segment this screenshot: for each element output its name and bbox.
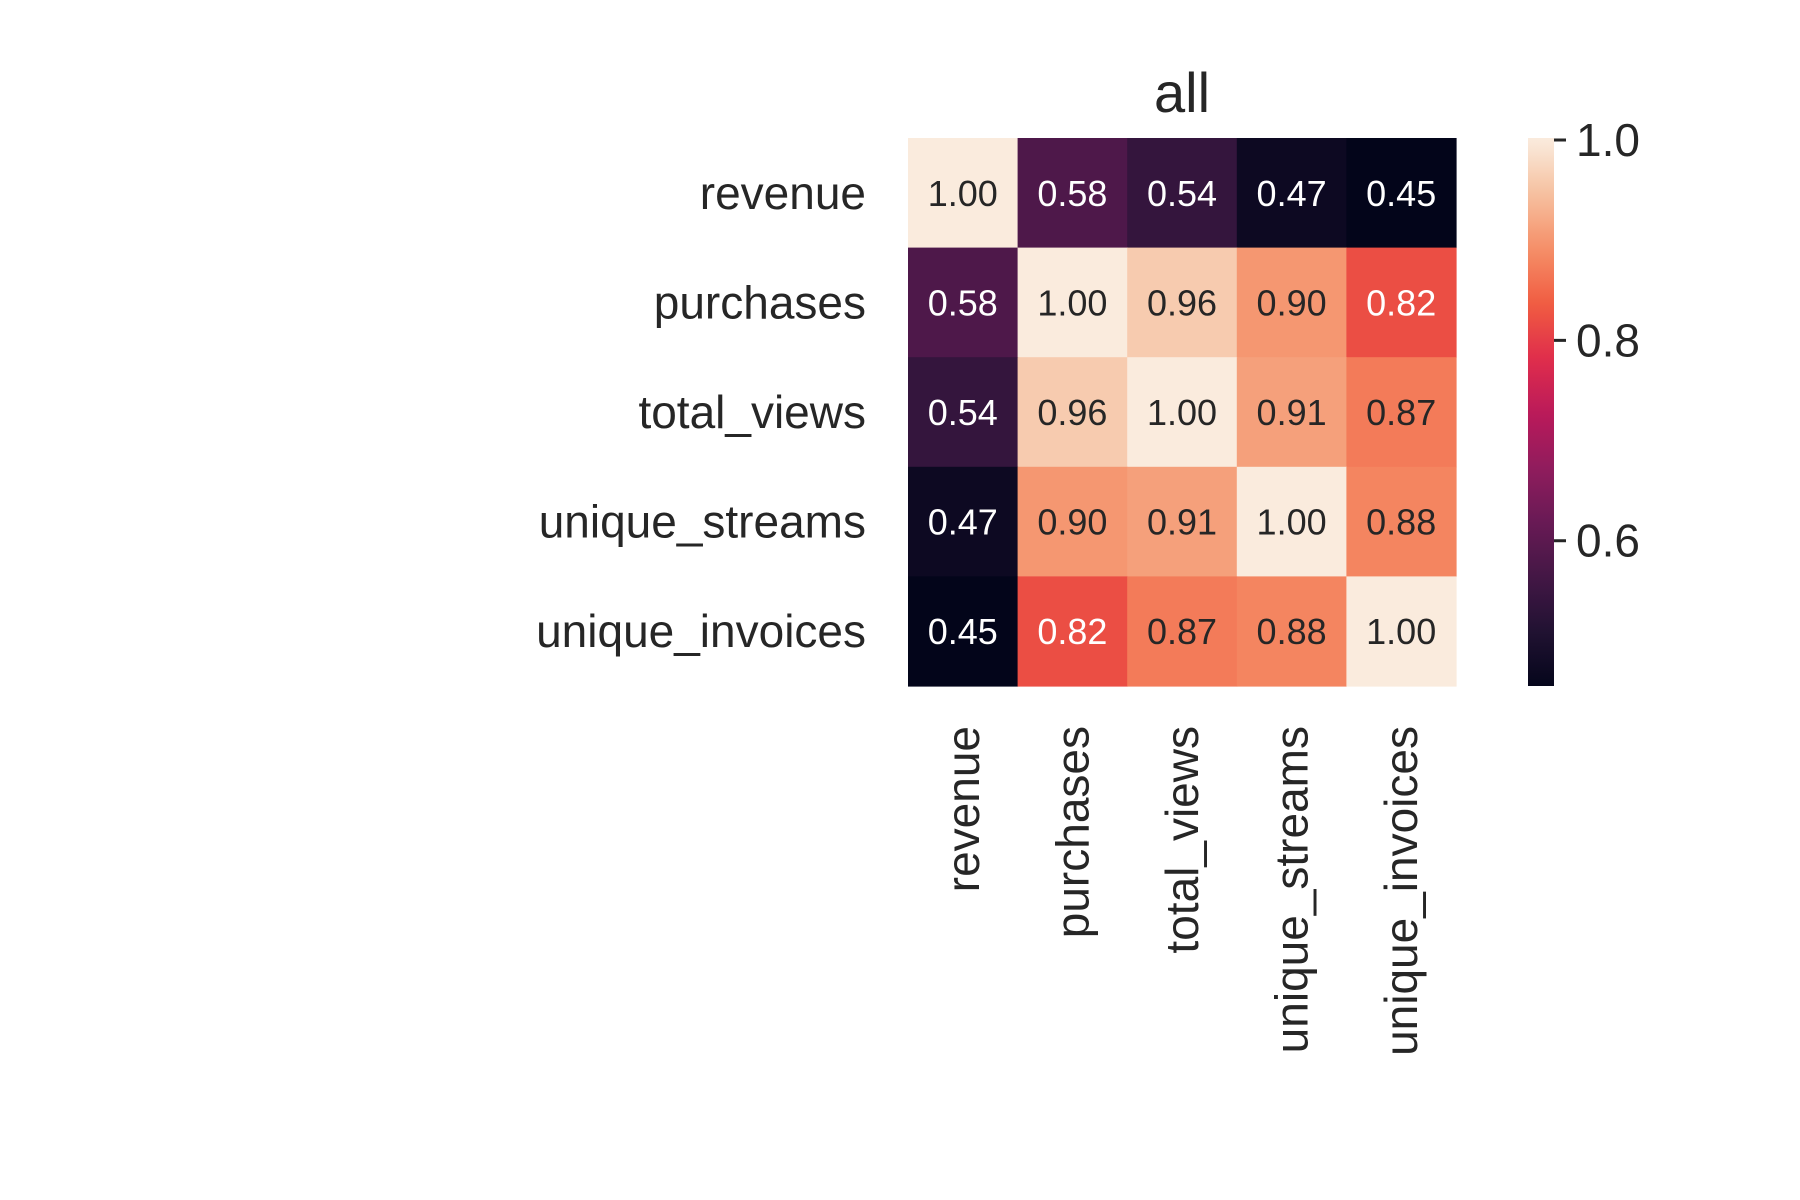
cell-value-label: 0.87 <box>1366 392 1436 433</box>
cell-value-label: 1.00 <box>1366 611 1436 652</box>
heatmap-cell-unique_streams-unique_invoices <box>1346 466 1457 577</box>
heatmap-cell-unique_streams-total_views <box>1127 466 1238 577</box>
heatmap-cell-unique_invoices-unique_invoices <box>1346 576 1457 687</box>
column-label-total_views: total_views <box>1156 726 1208 954</box>
heatmap-cell-unique_streams-revenue <box>908 466 1019 577</box>
cell-value-label: 0.47 <box>928 502 998 543</box>
column-label-unique_streams: unique_streams <box>1266 726 1318 1053</box>
column-label-purchases: purchases <box>1046 726 1098 938</box>
heatmap-cell-purchases-unique_invoices <box>1346 247 1457 358</box>
cell-value-label: 0.96 <box>1037 392 1107 433</box>
column-label-revenue: revenue <box>937 726 989 892</box>
heatmap-cell-purchases-purchases <box>1017 247 1128 358</box>
cell-value-label: 0.54 <box>1147 173 1217 214</box>
heatmap-cell-revenue-revenue <box>908 138 1019 249</box>
heatmap-cell-unique_invoices-total_views <box>1127 576 1238 687</box>
heatmap-cell-total_views-purchases <box>1017 357 1128 468</box>
cell-value-label: 0.90 <box>1037 502 1107 543</box>
heatmap-cell-revenue-unique_invoices <box>1346 138 1457 249</box>
heatmap-cell-revenue-unique_streams <box>1236 138 1347 249</box>
row-label-unique_invoices: unique_invoices <box>536 605 866 657</box>
row-tick-labels: revenue purchases total_views unique_stream… <box>536 167 866 657</box>
heatmap-cell-total_views-total_views <box>1127 357 1238 468</box>
heatmap-cell-unique_invoices-revenue <box>908 576 1019 687</box>
heatmap-cell-unique_streams-purchases <box>1017 466 1128 577</box>
heatmap-cell-total_views-revenue <box>908 357 1019 468</box>
cell-value-label: 1.00 <box>1037 282 1107 323</box>
row-label-purchases: purchases <box>654 276 866 328</box>
cell-value-label: 0.96 <box>1147 282 1217 323</box>
heatmap-cell-unique_invoices-unique_streams <box>1236 576 1347 687</box>
column-label-unique_invoices: unique_invoices <box>1375 726 1427 1056</box>
cell-value-label: 0.91 <box>1257 392 1327 433</box>
cell-value-label: 0.82 <box>1366 282 1436 323</box>
cell-value-label: 0.88 <box>1257 611 1327 652</box>
colorbar-tick-label: 0.8 <box>1576 314 1640 366</box>
cell-value-label: 0.54 <box>928 392 998 433</box>
heatmap-cell-revenue-purchases <box>1017 138 1128 249</box>
heatmap-cell-revenue-total_views <box>1127 138 1238 249</box>
heatmap-cell-purchases-revenue <box>908 247 1019 358</box>
cell-value-label: 0.58 <box>1037 173 1107 214</box>
cell-value-label: 0.87 <box>1147 611 1217 652</box>
heatmap-cells: 1.00 0.58 0.54 0.47 0.45 0.58 1.00 0.96 0.90 0.82… <box>908 138 1457 687</box>
cell-value-label: 0.82 <box>1037 611 1107 652</box>
row-label-total_views: total_views <box>638 386 866 438</box>
cell-value-label: 0.47 <box>1257 173 1327 214</box>
cell-value-label: 0.45 <box>1366 173 1436 214</box>
column-tick-labels: revenue purchases total_views unique_stream… <box>937 726 1427 1056</box>
heatmap-cell-purchases-unique_streams <box>1236 247 1347 358</box>
cell-value-label: 0.45 <box>928 611 998 652</box>
cell-value-label: 0.58 <box>928 282 998 323</box>
colorbar-tick-label: 0.6 <box>1576 515 1640 567</box>
cell-value-label: 0.91 <box>1147 502 1217 543</box>
colorbar-tick-label: 1.0 <box>1576 114 1640 166</box>
colorbar-gradient <box>1528 138 1554 686</box>
colorbar: 0.6 0.8 1.0 <box>1528 114 1640 686</box>
heatmap-cell-total_views-unique_invoices <box>1346 357 1457 468</box>
heatmap-cell-total_views-unique_streams <box>1236 357 1347 468</box>
cell-value-label: 1.00 <box>928 173 998 214</box>
cell-value-label: 0.88 <box>1366 502 1436 543</box>
row-label-revenue: revenue <box>700 167 866 219</box>
heatmap-cell-unique_streams-unique_streams <box>1236 466 1347 577</box>
row-label-unique_streams: unique_streams <box>539 496 866 548</box>
heatmap-cell-purchases-total_views <box>1127 247 1238 358</box>
cell-value-label: 0.90 <box>1257 282 1327 323</box>
cell-value-label: 1.00 <box>1147 392 1217 433</box>
chart-title: all <box>1154 61 1210 124</box>
heatmap-cell-unique_invoices-purchases <box>1017 576 1128 687</box>
cell-value-label: 1.00 <box>1257 502 1327 543</box>
